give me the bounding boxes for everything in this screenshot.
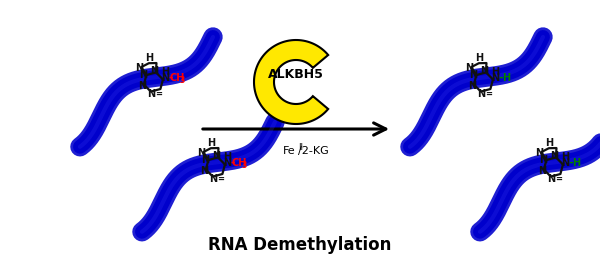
- Text: H: H: [207, 137, 215, 148]
- Text: H: H: [491, 67, 499, 77]
- Text: H: H: [475, 53, 483, 63]
- Text: N: N: [200, 166, 208, 176]
- Text: N: N: [550, 151, 559, 161]
- Text: N: N: [209, 174, 217, 184]
- Text: N: N: [539, 155, 547, 165]
- Text: N: N: [468, 81, 476, 91]
- Text: CH: CH: [231, 158, 247, 168]
- Text: N: N: [535, 148, 543, 158]
- Text: -: -: [568, 158, 573, 168]
- Text: =: =: [555, 175, 562, 184]
- Text: N: N: [161, 73, 169, 83]
- Text: N: N: [223, 158, 231, 168]
- Text: N: N: [480, 66, 488, 76]
- Text: CH: CH: [169, 73, 185, 83]
- Text: N: N: [201, 155, 209, 165]
- Text: N: N: [561, 158, 569, 168]
- Text: N: N: [138, 81, 146, 91]
- Text: II: II: [298, 142, 303, 151]
- Text: 3: 3: [179, 76, 185, 85]
- Text: ALKBH5: ALKBH5: [268, 68, 324, 80]
- Text: N: N: [212, 151, 220, 161]
- Text: N: N: [135, 63, 143, 73]
- Text: N: N: [469, 70, 477, 80]
- Text: H: H: [502, 73, 511, 83]
- Text: RNA Demethylation: RNA Demethylation: [208, 236, 392, 254]
- Text: =: =: [155, 90, 162, 99]
- Text: 3: 3: [241, 161, 247, 170]
- Text: =: =: [485, 90, 492, 99]
- Text: -: -: [169, 73, 173, 83]
- Text: Fe: Fe: [283, 146, 296, 156]
- Text: N: N: [150, 66, 158, 76]
- Text: N: N: [465, 63, 473, 73]
- Text: N: N: [547, 174, 555, 184]
- Text: -: -: [499, 73, 503, 83]
- Text: -: -: [230, 158, 235, 168]
- Text: =: =: [217, 175, 224, 184]
- Text: H: H: [145, 53, 153, 63]
- Text: H: H: [161, 67, 169, 77]
- Text: N: N: [147, 89, 155, 99]
- Text: H: H: [223, 152, 231, 162]
- Text: N: N: [477, 89, 485, 99]
- Text: H: H: [572, 158, 580, 168]
- Text: N: N: [197, 148, 205, 158]
- Text: /2-KG: /2-KG: [298, 146, 329, 156]
- Text: H: H: [545, 137, 553, 148]
- Text: N: N: [139, 70, 147, 80]
- Text: H: H: [561, 152, 569, 162]
- Text: N: N: [538, 166, 546, 176]
- Polygon shape: [254, 40, 328, 124]
- Text: N: N: [491, 73, 499, 83]
